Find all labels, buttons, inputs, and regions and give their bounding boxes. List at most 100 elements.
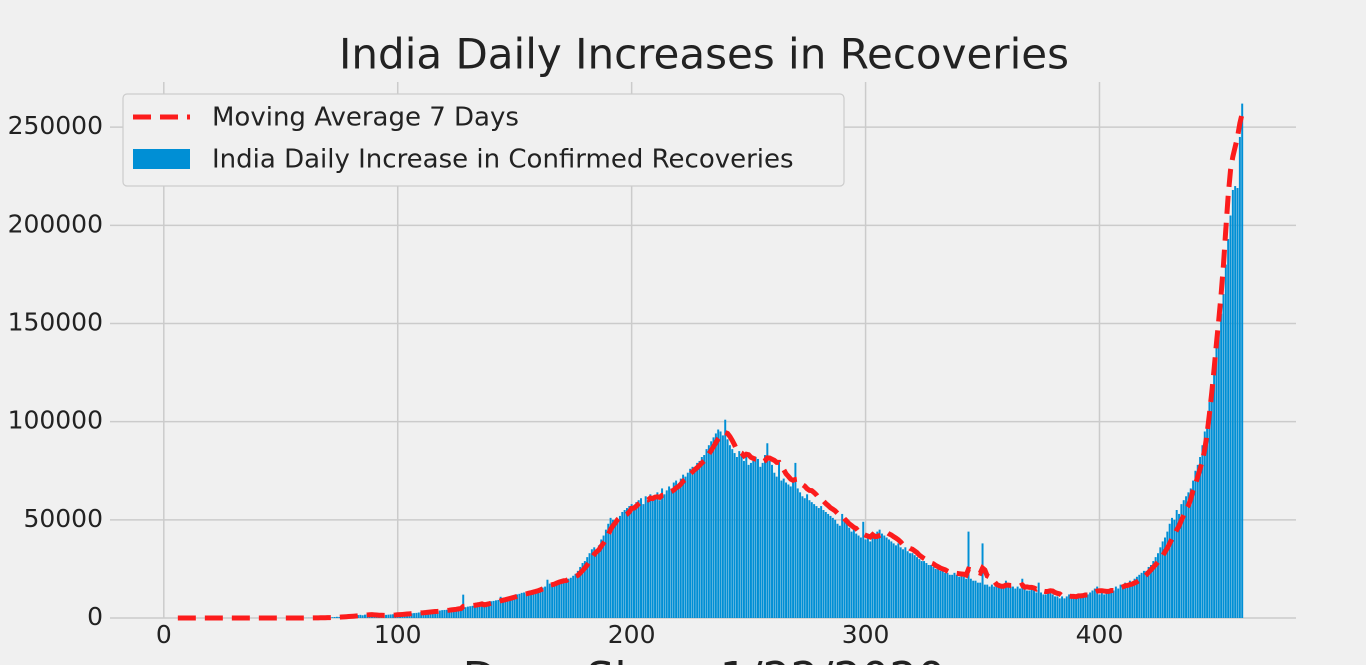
bar xyxy=(689,468,692,618)
bar xyxy=(705,449,708,618)
bar xyxy=(609,517,612,618)
bar xyxy=(436,611,439,618)
bar xyxy=(934,568,937,618)
bar xyxy=(742,460,745,618)
bar xyxy=(960,574,963,618)
bar xyxy=(738,451,741,618)
bar xyxy=(338,616,341,618)
bar xyxy=(417,612,420,618)
bar xyxy=(885,537,888,618)
bar xyxy=(633,510,635,618)
y-tick-label: 150000 xyxy=(8,307,103,336)
bar xyxy=(443,609,446,618)
bar xyxy=(530,591,533,618)
bar xyxy=(902,549,904,618)
bar xyxy=(1241,103,1244,619)
bar xyxy=(602,535,605,618)
bar xyxy=(565,581,568,618)
bar xyxy=(1084,592,1087,618)
bar xyxy=(764,455,766,618)
bar xyxy=(1023,588,1026,618)
bar xyxy=(457,608,460,618)
bar xyxy=(1178,513,1181,618)
bar xyxy=(607,523,610,618)
bar xyxy=(698,460,701,618)
bar xyxy=(822,510,825,618)
bar xyxy=(438,610,441,618)
bar xyxy=(712,437,715,618)
bar xyxy=(913,555,916,618)
bar xyxy=(516,594,519,618)
bar xyxy=(525,593,528,618)
bar xyxy=(476,604,479,618)
bar xyxy=(876,531,879,618)
bar xyxy=(904,547,907,618)
bar xyxy=(658,500,661,618)
bar xyxy=(579,566,582,618)
bar xyxy=(988,586,991,618)
bar xyxy=(1096,586,1099,618)
bar xyxy=(675,480,678,618)
bar xyxy=(630,504,633,618)
bar xyxy=(478,604,481,618)
bar xyxy=(497,599,500,618)
bar xyxy=(831,517,834,618)
legend-label: India Daily Increase in Confirmed Recove… xyxy=(212,145,794,175)
bar xyxy=(703,455,706,618)
bar xyxy=(820,506,823,618)
bar xyxy=(1215,347,1218,618)
bar xyxy=(1112,590,1115,618)
bar xyxy=(955,574,958,618)
bar xyxy=(710,441,713,618)
bar xyxy=(890,541,893,618)
bar xyxy=(518,593,521,618)
bar xyxy=(581,563,584,618)
bar xyxy=(707,445,710,618)
bar xyxy=(983,584,986,618)
bar xyxy=(756,458,759,618)
bar xyxy=(644,496,647,618)
bar xyxy=(948,574,951,618)
bar xyxy=(544,586,547,618)
bar xyxy=(1086,594,1089,618)
bar xyxy=(923,561,926,618)
bar xyxy=(670,488,673,618)
bar xyxy=(787,484,790,618)
bar xyxy=(387,614,390,618)
bar xyxy=(492,600,495,618)
bar xyxy=(1009,586,1012,618)
bar xyxy=(537,589,540,618)
bar xyxy=(558,581,561,618)
bar xyxy=(806,494,809,618)
bar xyxy=(1131,582,1134,618)
bar xyxy=(785,482,788,618)
bar xyxy=(747,464,750,618)
bar xyxy=(824,511,827,618)
bar xyxy=(1175,510,1178,618)
bar xyxy=(810,502,813,618)
bar xyxy=(618,515,621,618)
bar xyxy=(1105,590,1108,618)
bar xyxy=(534,590,537,618)
bar xyxy=(480,603,483,618)
bar xyxy=(1004,580,1007,618)
bar xyxy=(509,597,511,618)
bar xyxy=(848,527,851,618)
bar xyxy=(916,557,919,618)
bar xyxy=(1077,594,1080,618)
bar xyxy=(733,453,736,618)
bar xyxy=(1018,588,1021,618)
bar xyxy=(1011,586,1014,618)
bar xyxy=(441,610,444,618)
bar xyxy=(976,582,979,618)
bar xyxy=(906,551,909,618)
bar xyxy=(927,564,930,618)
bar xyxy=(726,439,729,618)
bar xyxy=(1075,596,1078,618)
bar xyxy=(972,580,975,618)
ticks: 0 50000 100000 150000 200000 250000 0 100 200 300… xyxy=(8,111,1124,649)
bar xyxy=(740,455,743,618)
bar xyxy=(473,605,476,618)
moving-average-line xyxy=(177,112,1245,621)
bar xyxy=(1068,594,1071,618)
